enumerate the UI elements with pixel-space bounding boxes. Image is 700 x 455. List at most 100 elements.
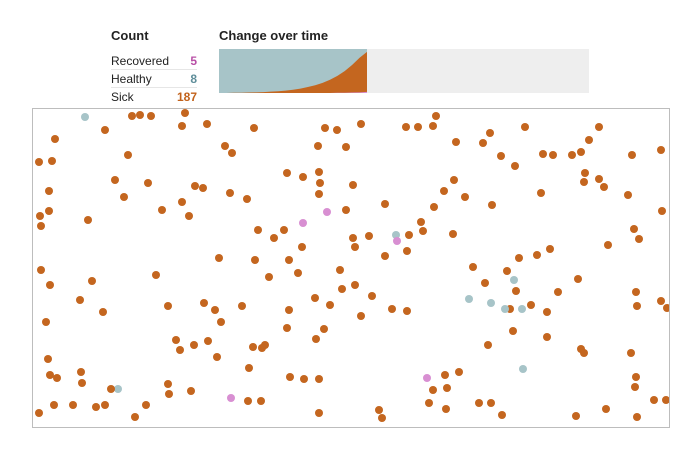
sick-dot (461, 193, 469, 201)
sick-dot (204, 337, 212, 345)
sick-dot (181, 109, 189, 117)
sick-dot (342, 206, 350, 214)
sick-dot (580, 178, 588, 186)
sick-dot (142, 401, 150, 409)
count-label-sick: Sick (111, 89, 134, 104)
sick-dot (635, 235, 643, 243)
sick-dot (511, 162, 519, 170)
sick-dot (257, 397, 265, 405)
sick-dot (624, 191, 632, 199)
sick-dot (88, 277, 96, 285)
sick-dot (549, 151, 557, 159)
sick-dot (658, 207, 666, 215)
healthy-dot (392, 231, 400, 239)
sick-dot (633, 302, 641, 310)
sick-dot (245, 364, 253, 372)
sick-dot (581, 169, 589, 177)
sick-dot (217, 318, 225, 326)
sick-dot (35, 409, 43, 417)
sick-dot (572, 412, 580, 420)
sick-dot (630, 225, 638, 233)
healthy-dot (81, 113, 89, 121)
sick-dot (632, 288, 640, 296)
sick-dot (111, 176, 119, 184)
recovered-dot (423, 374, 431, 382)
sick-dot (42, 318, 50, 326)
change-over-time-panel: Change over time (219, 28, 589, 93)
sick-dot (124, 151, 132, 159)
sick-dot (543, 308, 551, 316)
sick-dot (283, 169, 291, 177)
count-label-healthy: Healthy (111, 71, 152, 86)
sick-dot (200, 299, 208, 307)
sick-dot (546, 245, 554, 253)
sick-dot (211, 306, 219, 314)
sick-dot (228, 149, 236, 157)
sick-dot (46, 281, 54, 289)
recovered-dot (227, 394, 235, 402)
sick-dot (99, 308, 107, 316)
count-row-healthy: Healthy 8 (111, 70, 197, 88)
simulation-canvas (32, 108, 670, 428)
sick-dot (539, 150, 547, 158)
sick-dot (226, 189, 234, 197)
sick-dot (405, 231, 413, 239)
sick-dot (442, 405, 450, 413)
sick-dot (414, 123, 422, 131)
sick-dot (298, 243, 306, 251)
sick-dot (53, 374, 61, 382)
sick-dot (316, 179, 324, 187)
sick-dot (215, 254, 223, 262)
sick-dot (203, 120, 211, 128)
sick-dot (45, 207, 53, 215)
sick-dot (258, 344, 266, 352)
sick-dot (515, 254, 523, 262)
sick-dot (662, 396, 669, 404)
sick-dot (315, 168, 323, 176)
sick-dot (78, 379, 86, 387)
sick-dot (417, 218, 425, 226)
sick-dot (595, 175, 603, 183)
count-row-recovered: Recovered 5 (111, 52, 197, 70)
healthy-dot (518, 305, 526, 313)
sick-dot (187, 387, 195, 395)
sick-dot (554, 288, 562, 296)
recovered-area (219, 91, 367, 93)
sick-dot (199, 184, 207, 192)
sick-dot (321, 124, 329, 132)
sick-dot (270, 234, 278, 242)
sick-dot (633, 413, 641, 421)
sick-dot (336, 266, 344, 274)
sick-dot (178, 122, 186, 130)
sick-dot (250, 124, 258, 132)
sick-dot (498, 411, 506, 419)
sick-dot (452, 138, 460, 146)
sick-dot (221, 142, 229, 150)
sick-dot (497, 152, 505, 160)
sick-dot (600, 183, 608, 191)
sick-dot (45, 187, 53, 195)
sick-dot (628, 151, 636, 159)
sick-dot (585, 136, 593, 144)
healthy-dot (487, 299, 495, 307)
sick-dot (509, 327, 517, 335)
sick-dot (315, 190, 323, 198)
sick-dot (320, 325, 328, 333)
sick-dot (443, 384, 451, 392)
sick-area (219, 51, 367, 93)
sick-dot (604, 241, 612, 249)
sick-dot (77, 368, 85, 376)
sick-dot (351, 243, 359, 251)
sick-dot (455, 368, 463, 376)
sick-dot (136, 111, 144, 119)
sick-dot (432, 112, 440, 120)
sick-dot (254, 226, 262, 234)
sick-dot (381, 252, 389, 260)
sick-dot (503, 267, 511, 275)
sick-dot (244, 397, 252, 405)
sick-dot (430, 203, 438, 211)
sick-dot (37, 222, 45, 230)
sick-dot (488, 201, 496, 209)
sick-dot (158, 206, 166, 214)
sick-dot (543, 333, 551, 341)
